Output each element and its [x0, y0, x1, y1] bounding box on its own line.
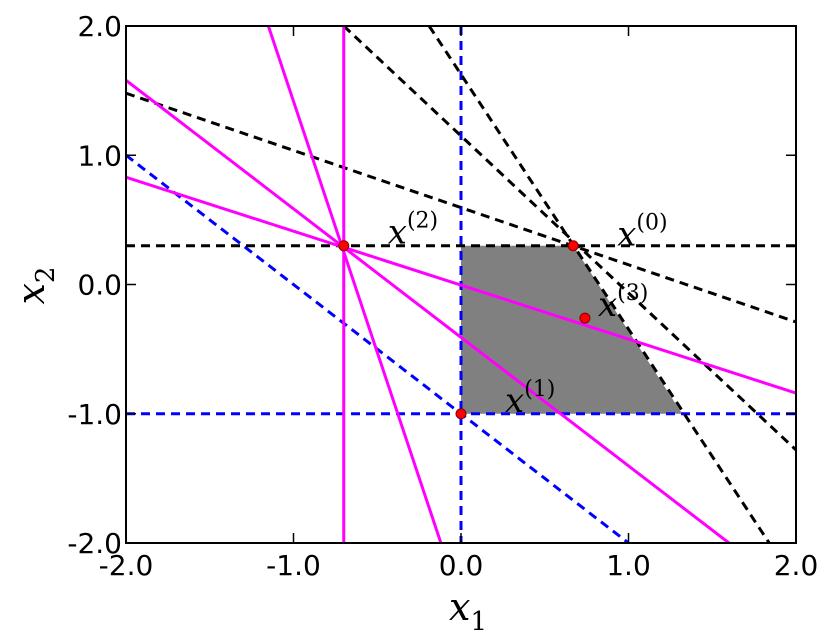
- x-axis-label-sub: 1: [470, 607, 487, 637]
- point: [567, 240, 579, 252]
- y-axis-label: x2: [9, 267, 61, 305]
- point-label-base: x: [505, 381, 524, 421]
- solid-line: [126, 175, 796, 395]
- x-tick-label: 0.0: [439, 549, 484, 582]
- point-label-base: x: [388, 213, 407, 253]
- point: [579, 312, 591, 324]
- point: [338, 240, 350, 252]
- x-tick-label: 2.0: [774, 549, 819, 582]
- y-tick-label: -2.0: [67, 527, 122, 560]
- dashed-line: [342, 26, 796, 452]
- plot-area: [126, 26, 796, 543]
- y-axis-label-sub: 2: [31, 267, 61, 284]
- solid-line: [266, 26, 443, 543]
- point-label: x(3): [598, 281, 648, 325]
- point-label-sup: (2): [407, 209, 438, 234]
- point: [455, 408, 467, 420]
- dashed-line: [427, 26, 771, 543]
- point-label-sup: (3): [617, 281, 648, 306]
- point-label-base: x: [617, 215, 636, 255]
- feasible-region: [461, 245, 683, 414]
- point-label-sup: (1): [524, 377, 555, 402]
- x-tick-label: -1.0: [266, 549, 321, 582]
- y-tick-label: 0.0: [77, 269, 122, 302]
- x-axis-label: x1: [449, 585, 487, 637]
- x-tick-label: 1.0: [606, 549, 651, 582]
- y-axis-label-base: x: [9, 283, 53, 304]
- y-tick-label: 2.0: [77, 10, 122, 43]
- point-label: x(2): [388, 209, 438, 253]
- y-tick-label: 1.0: [77, 139, 122, 172]
- x-tick-label: -2.0: [99, 549, 154, 582]
- point-label: x(0): [617, 211, 667, 255]
- point-label: x(1): [505, 377, 555, 421]
- y-tick-label: -1.0: [67, 398, 122, 431]
- solid-line: [126, 79, 730, 543]
- point-label-sup: (0): [636, 211, 667, 236]
- x-axis-label-base: x: [449, 585, 470, 629]
- point-label-base: x: [598, 285, 617, 325]
- dashed-line: [126, 91, 796, 324]
